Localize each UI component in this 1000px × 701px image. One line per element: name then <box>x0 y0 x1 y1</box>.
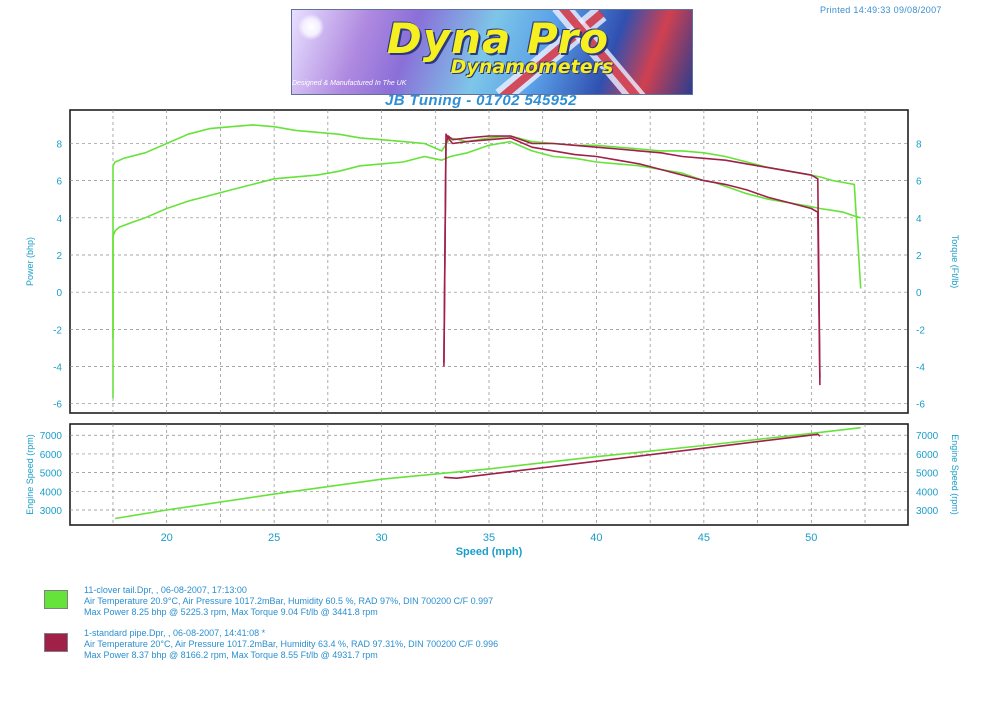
y2-tick-label: 7000 <box>916 431 939 442</box>
y2-axis-label: Engine Speed (rpm) <box>950 434 960 515</box>
legend-max-values: Max Power 8.25 bhp @ 5225.3 rpm, Max Tor… <box>84 607 378 617</box>
y2-tick-label: 4 <box>916 214 922 225</box>
legend-max-values: Max Power 8.37 bhp @ 8166.2 rpm, Max Tor… <box>84 650 378 660</box>
legend-conditions: Air Temperature 20.9°C, Air Pressure 101… <box>84 596 494 606</box>
legend-title: 11-clover tail.Dpr, , 06-08-2007, 17:13:… <box>84 585 247 595</box>
y-tick-label: -6 <box>53 400 62 411</box>
x-tick-label: 25 <box>268 532 280 544</box>
y-tick-label: 0 <box>56 288 62 299</box>
x-tick-label: 35 <box>483 532 495 544</box>
x-tick-label: 50 <box>805 532 817 544</box>
x-tick-label: 40 <box>590 532 602 544</box>
y2-tick-label: 5000 <box>916 469 939 480</box>
dynapro-logo: Dyna Pro Dynamometers Designed & Manufac… <box>291 9 693 95</box>
y2-tick-label: -2 <box>916 325 925 336</box>
legend-title: 1-standard pipe.Dpr, , 06-08-2007, 14:41… <box>84 628 266 638</box>
logo-sub-text: Dynamometers <box>450 56 614 78</box>
legend-swatch <box>44 590 68 609</box>
series-line-0 <box>112 140 861 399</box>
logo-main-text: Dyna Pro <box>386 14 610 63</box>
y-tick-label: -4 <box>53 363 62 374</box>
legend-conditions: Air Temperature 20°C, Air Pressure 1017.… <box>84 639 499 649</box>
legend-text: 1-standard pipe.Dpr, , 06-08-2007, 14:41… <box>84 628 498 661</box>
logo-tagline: Designed & Manufactured In The UK <box>292 80 407 87</box>
y2-axis-label: Torque (Ft/lb) <box>950 235 960 289</box>
y-tick-label: 7000 <box>40 431 63 442</box>
x-tick-label: 30 <box>375 532 387 544</box>
y-tick-label: 4000 <box>40 487 63 498</box>
x-axis-label: Speed (mph) <box>456 546 523 558</box>
y-tick-label: 6 <box>56 177 62 188</box>
y2-tick-label: 3000 <box>916 506 939 517</box>
series-line-2 <box>443 133 821 386</box>
y2-tick-label: 6 <box>916 177 922 188</box>
y2-tick-label: 4000 <box>916 487 939 498</box>
y-tick-label: -2 <box>53 325 62 336</box>
printed-timestamp: Printed 14:49:33 09/08/2007 <box>820 5 942 15</box>
y-axis-label: Power (bhp) <box>25 237 35 286</box>
x-tick-label: 45 <box>698 532 710 544</box>
y2-tick-label: 2 <box>916 251 922 262</box>
page-subtitle: JB Tuning - 01702 545952 <box>385 92 577 109</box>
series-line-3 <box>443 135 821 378</box>
y-tick-label: 6000 <box>40 450 63 461</box>
y2-tick-label: 6000 <box>916 450 939 461</box>
series-line-1 <box>112 124 862 339</box>
series-line-0 <box>114 426 861 520</box>
y-tick-label: 4 <box>56 214 62 225</box>
y-tick-label: 2 <box>56 251 62 262</box>
sun-graphic <box>298 14 324 40</box>
y-tick-label: 5000 <box>40 469 63 480</box>
y2-tick-label: -6 <box>916 400 925 411</box>
y2-tick-label: 8 <box>916 139 922 150</box>
y2-tick-label: 0 <box>916 288 922 299</box>
y-tick-label: 3000 <box>40 506 63 517</box>
y2-tick-label: -4 <box>916 363 925 374</box>
y-tick-label: 8 <box>56 139 62 150</box>
legend-swatch <box>44 633 68 652</box>
legend-text: 11-clover tail.Dpr, , 06-08-2007, 17:13:… <box>84 585 493 618</box>
x-tick-label: 20 <box>161 532 173 544</box>
series-line-1 <box>443 433 821 480</box>
y-axis-label: Engine Speed (rpm) <box>25 434 35 515</box>
